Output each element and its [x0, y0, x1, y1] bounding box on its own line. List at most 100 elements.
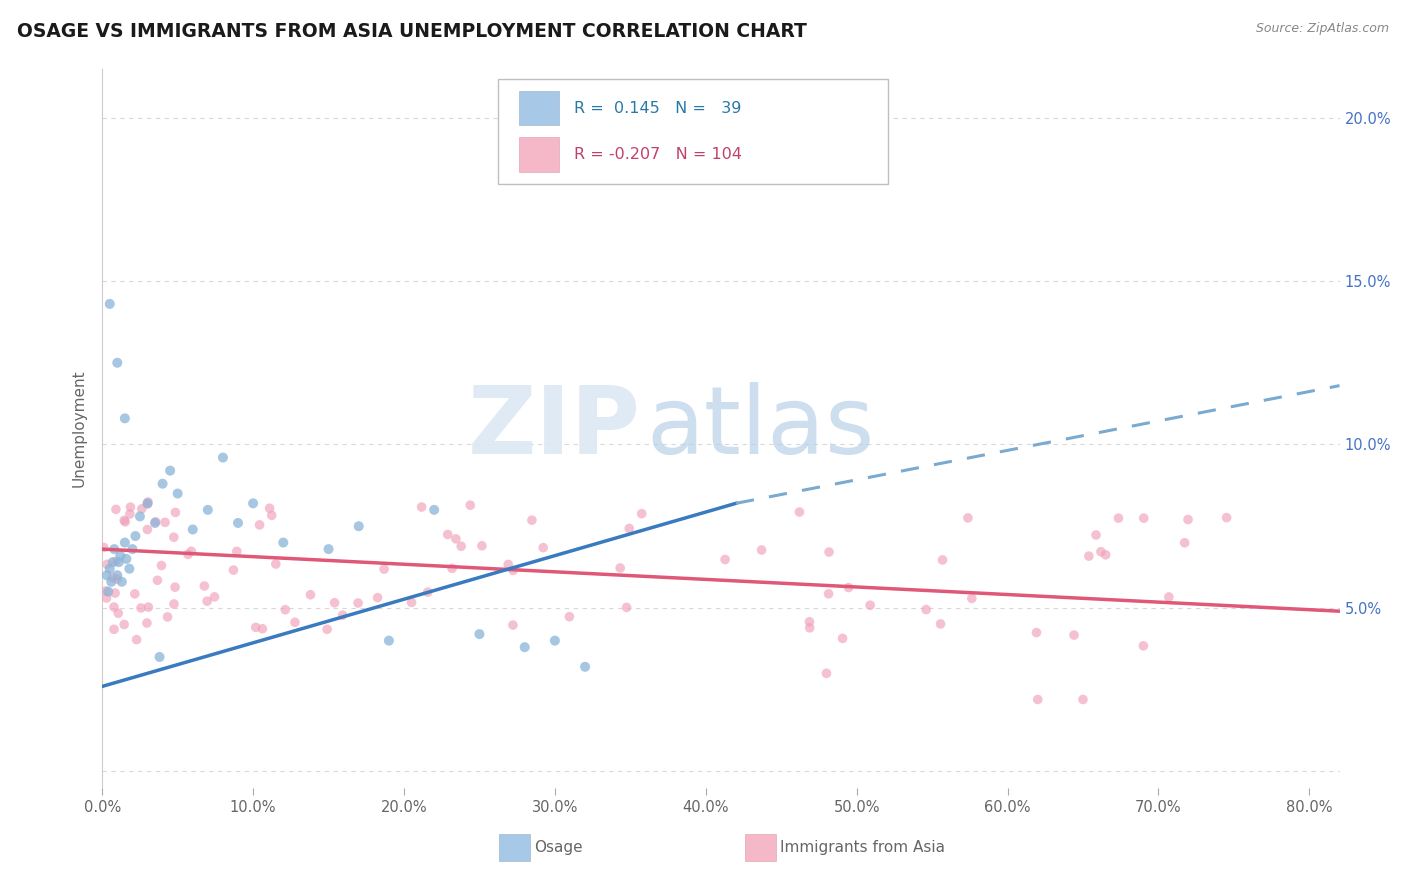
Point: [135, 615, 157, 630]
Point: [323, 596, 346, 610]
Point: [1085, 528, 1108, 542]
Point: [98, 297, 121, 311]
Point: [121, 542, 143, 557]
Point: [751, 543, 773, 558]
Point: [616, 600, 638, 615]
Point: [120, 500, 142, 515]
Point: [574, 660, 596, 674]
Point: [107, 606, 129, 620]
Point: [103, 623, 125, 637]
Point: [159, 464, 181, 478]
Point: [252, 622, 274, 636]
Point: [960, 591, 983, 606]
Point: [815, 666, 838, 681]
Point: [103, 599, 125, 614]
Point: [401, 595, 423, 609]
Point: [143, 516, 166, 530]
Point: [110, 549, 132, 563]
Point: [93, 541, 115, 555]
Point: [799, 621, 821, 635]
Point: [114, 535, 136, 549]
Point: [166, 486, 188, 500]
Point: [436, 527, 458, 541]
Text: atlas: atlas: [647, 382, 875, 475]
Point: [264, 557, 287, 571]
Point: [101, 555, 124, 569]
Point: [1132, 511, 1154, 525]
FancyBboxPatch shape: [519, 91, 558, 126]
Point: [714, 552, 737, 566]
Point: [1107, 511, 1129, 525]
Point: [271, 535, 294, 549]
Point: [100, 574, 122, 589]
Point: [105, 554, 128, 568]
Point: [1077, 549, 1099, 563]
Point: [1215, 510, 1237, 524]
Point: [180, 544, 202, 558]
Text: ZIP: ZIP: [468, 382, 641, 475]
Point: [222, 563, 245, 577]
Point: [444, 532, 467, 546]
Text: R = -0.207   N = 104: R = -0.207 N = 104: [574, 147, 741, 162]
Point: [367, 591, 389, 605]
Point: [1094, 548, 1116, 562]
Point: [513, 640, 536, 655]
Point: [104, 586, 127, 600]
Point: [103, 542, 125, 557]
Point: [136, 495, 159, 509]
Text: Source: ZipAtlas.com: Source: ZipAtlas.com: [1256, 22, 1389, 36]
Point: [416, 585, 439, 599]
Point: [156, 610, 179, 624]
Point: [136, 497, 159, 511]
Point: [245, 620, 267, 634]
Point: [124, 587, 146, 601]
Point: [163, 530, 186, 544]
Point: [118, 562, 141, 576]
Point: [502, 618, 524, 632]
Point: [284, 615, 307, 630]
Point: [817, 587, 839, 601]
Point: [96, 568, 118, 582]
Point: [114, 411, 136, 425]
Point: [115, 552, 138, 566]
Point: [212, 450, 235, 465]
FancyBboxPatch shape: [519, 137, 558, 172]
Point: [165, 580, 187, 594]
Point: [373, 562, 395, 576]
Point: [441, 561, 464, 575]
Point: [111, 574, 134, 589]
Point: [94, 584, 117, 599]
Point: [318, 542, 340, 557]
Point: [956, 511, 979, 525]
Point: [929, 616, 952, 631]
Point: [799, 615, 821, 629]
Point: [101, 571, 124, 585]
Point: [193, 579, 215, 593]
Point: [225, 544, 247, 558]
Point: [411, 500, 433, 514]
Point: [468, 627, 491, 641]
Point: [1090, 545, 1112, 559]
Point: [260, 508, 283, 523]
Point: [129, 601, 152, 615]
Point: [630, 507, 652, 521]
Point: [105, 572, 128, 586]
Point: [789, 505, 811, 519]
FancyBboxPatch shape: [498, 79, 889, 184]
Point: [316, 622, 339, 636]
Point: [450, 539, 472, 553]
Text: R =  0.145   N =   39: R = 0.145 N = 39: [574, 101, 741, 116]
Point: [112, 513, 135, 527]
Point: [242, 496, 264, 510]
Point: [378, 633, 401, 648]
Point: [609, 561, 631, 575]
Point: [98, 562, 121, 576]
Point: [619, 521, 641, 535]
Point: [1063, 628, 1085, 642]
Point: [118, 507, 141, 521]
Point: [1157, 590, 1180, 604]
Point: [496, 558, 519, 572]
Point: [249, 517, 271, 532]
Point: [97, 584, 120, 599]
Point: [274, 603, 297, 617]
